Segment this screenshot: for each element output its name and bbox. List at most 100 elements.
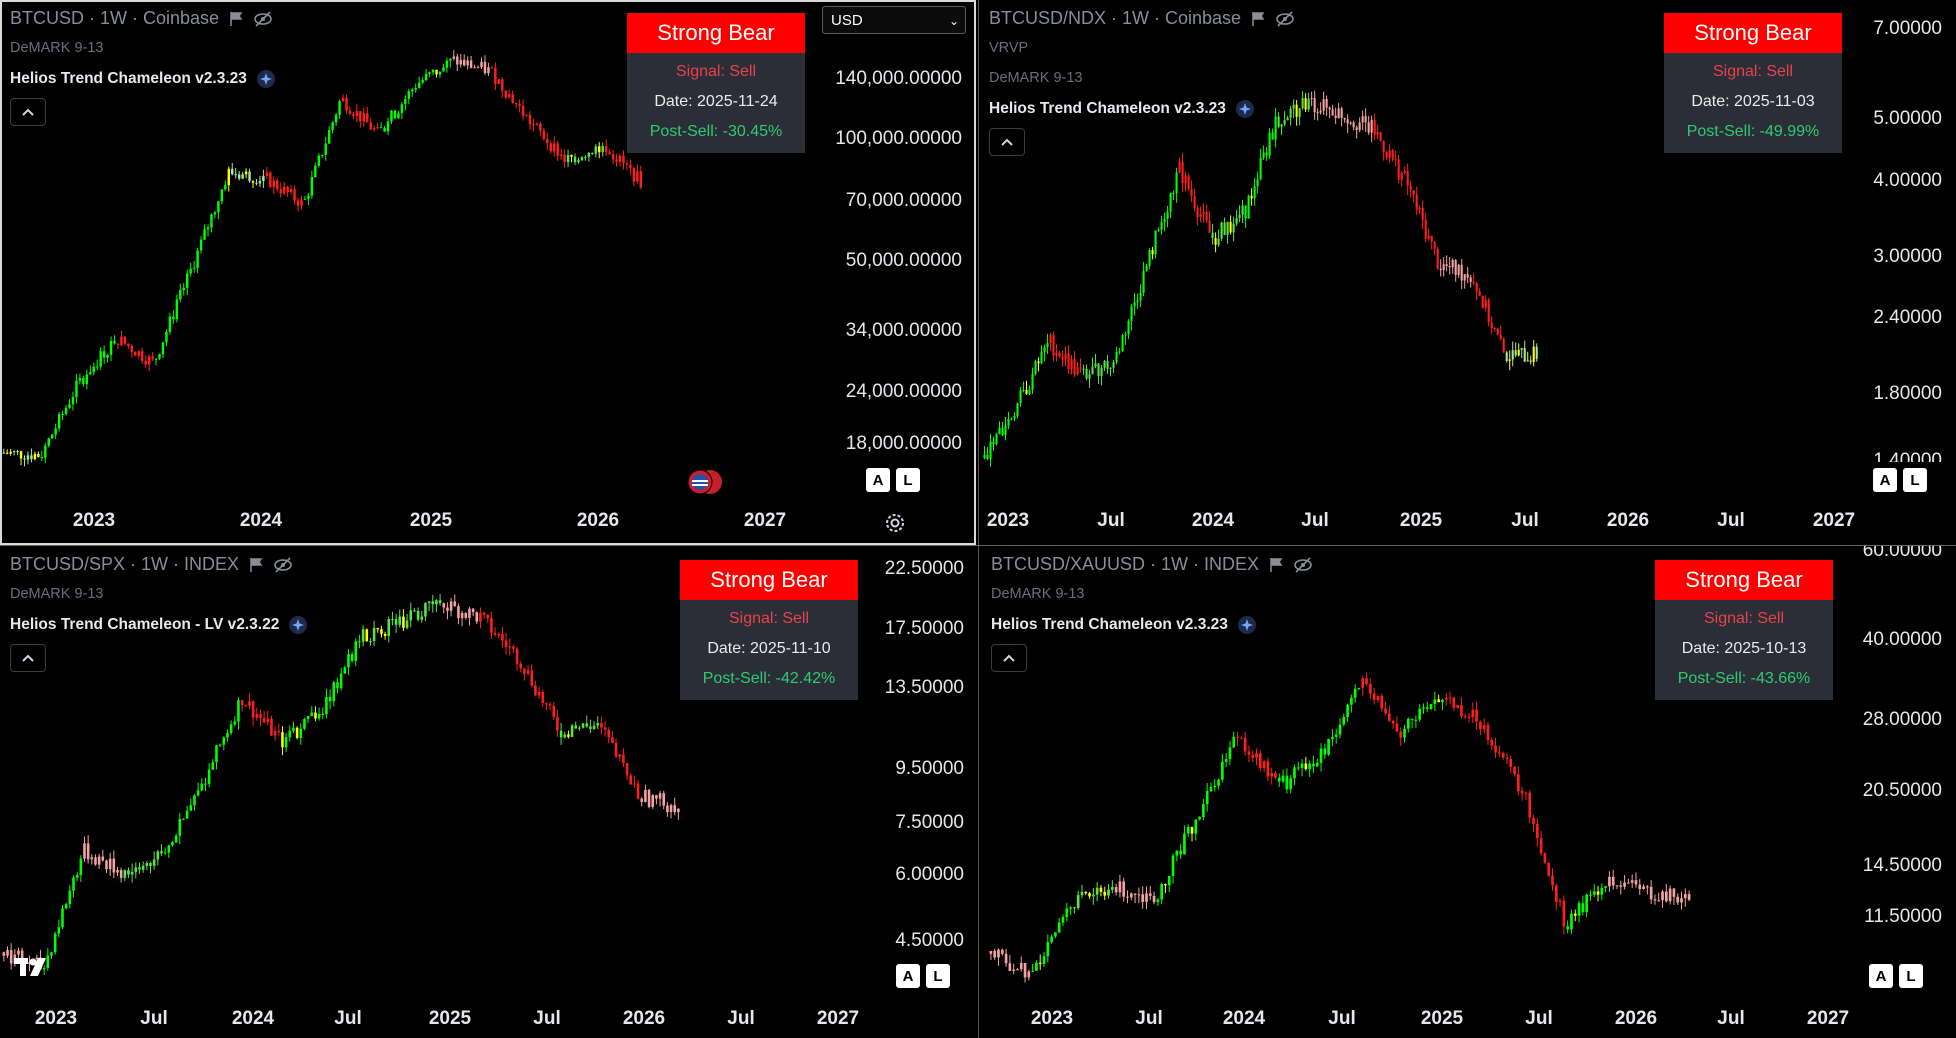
- log-scale-button[interactable]: L: [926, 964, 950, 988]
- candle-body: [1208, 220, 1211, 233]
- candle: [493, 627, 497, 637]
- candle: [1112, 359, 1115, 374]
- indicator-demark[interactable]: DeMARK 9-13: [10, 586, 113, 602]
- log-scale-button[interactable]: L: [896, 468, 920, 492]
- indicator-helios[interactable]: Helios Trend Chameleon v2.3.23: [10, 70, 275, 88]
- candle: [603, 720, 607, 737]
- candle-body: [1224, 759, 1228, 762]
- candle-body: [986, 454, 989, 459]
- candle: [310, 170, 314, 199]
- candle: [541, 689, 545, 707]
- chart-pane-btcusd-ndx[interactable]: BTCUSD/NDX · 1W · Coinbase VRVP DeMARK 9…: [979, 0, 1956, 545]
- candle-body: [61, 413, 64, 415]
- candle: [144, 355, 147, 368]
- indicator-label: DeMARK 9-13: [10, 40, 104, 56]
- candle: [511, 90, 514, 104]
- candle-body: [369, 122, 372, 130]
- eye-hidden-icon[interactable]: [1293, 556, 1313, 573]
- indicator-demark[interactable]: DeMARK 9-13: [10, 40, 113, 56]
- indicator-helios[interactable]: Helios Trend Chameleon - LV v2.3.22: [10, 616, 308, 634]
- indicator-helios[interactable]: Helios Trend Chameleon v2.3.23: [991, 616, 1256, 634]
- settings-icon[interactable]: [884, 512, 906, 534]
- candle-body: [1535, 346, 1538, 359]
- candle: [1490, 737, 1494, 751]
- candle: [397, 110, 400, 119]
- candle-body: [1331, 109, 1334, 116]
- candle: [504, 90, 507, 100]
- candle-body: [508, 646, 512, 648]
- y-tick: 7.00000: [1873, 18, 1942, 39]
- candle: [390, 110, 393, 125]
- auto-scale-button[interactable]: A: [896, 964, 920, 988]
- auto-scale-button[interactable]: A: [866, 468, 890, 492]
- pane-divider-vertical[interactable]: [978, 0, 979, 1038]
- candle: [92, 362, 95, 376]
- candle-body: [1013, 416, 1016, 419]
- sparkle-icon[interactable]: [1237, 616, 1256, 634]
- indicator-demark[interactable]: DeMARK 9-13: [989, 70, 1092, 86]
- candle: [99, 347, 102, 370]
- flag-icon[interactable]: [249, 557, 263, 573]
- chart-pane-btcusd[interactable]: BTCUSD · 1W · Coinbase DeMARK 9-13 Helio…: [0, 0, 976, 545]
- candle: [26, 451, 30, 465]
- indicator-vrvp[interactable]: VRVP: [989, 40, 1038, 56]
- candle: [1055, 344, 1058, 362]
- candle: [1409, 180, 1412, 198]
- candle: [1406, 717, 1410, 733]
- eye-hidden-icon[interactable]: [273, 556, 293, 573]
- candle-body: [1258, 753, 1262, 768]
- eye-hidden-icon[interactable]: [253, 10, 273, 27]
- auto-scale-button[interactable]: A: [1869, 964, 1893, 988]
- candle-body: [352, 113, 355, 117]
- collapse-indicators-button[interactable]: [10, 644, 46, 672]
- candle: [1421, 200, 1424, 230]
- candle: [296, 197, 300, 212]
- candle-body: [1511, 350, 1514, 360]
- price-chart-btcusd-ndx[interactable]: [979, 0, 1956, 545]
- flag-events-icon[interactable]: [684, 468, 726, 496]
- symbol-title[interactable]: BTCUSD/SPX · 1W · INDEX: [10, 554, 293, 575]
- candle-body: [1186, 826, 1190, 834]
- candle: [1175, 167, 1178, 203]
- collapse-indicators-button[interactable]: [989, 128, 1025, 156]
- candle-body: [1445, 264, 1448, 266]
- candle-body: [1308, 763, 1311, 770]
- sparkle-icon[interactable]: [1235, 100, 1254, 118]
- candle: [321, 707, 325, 720]
- eye-hidden-icon[interactable]: [1275, 10, 1295, 27]
- symbol-title[interactable]: BTCUSD · 1W · Coinbase: [10, 8, 273, 29]
- chart-pane-btcusd-xauusd[interactable]: BTCUSD/XAUUSD · 1W · INDEX DeMARK 9-13 H…: [979, 546, 1956, 1038]
- price-chart-btcusd-spx[interactable]: [0, 546, 978, 1038]
- price-chart-btcusd[interactable]: [0, 0, 976, 545]
- x-tick: 2026: [576, 510, 620, 531]
- candle: [607, 727, 611, 744]
- indicator-helios[interactable]: Helios Trend Chameleon v2.3.23: [989, 100, 1254, 118]
- candle-body: [1016, 969, 1019, 971]
- candle: [259, 709, 262, 727]
- flag-icon[interactable]: [1251, 11, 1265, 27]
- log-scale-button[interactable]: L: [1899, 964, 1923, 988]
- collapse-indicators-button[interactable]: [10, 98, 46, 126]
- log-scale-button[interactable]: L: [1903, 468, 1927, 492]
- symbol-title[interactable]: BTCUSD/NDX · 1W · Coinbase: [989, 8, 1295, 29]
- candle: [1418, 205, 1421, 214]
- sparkle-icon[interactable]: [256, 70, 275, 88]
- pane-divider-horizontal[interactable]: [0, 545, 1956, 546]
- flag-icon[interactable]: [229, 11, 243, 27]
- sparkle-icon[interactable]: [289, 616, 308, 634]
- currency-select[interactable]: USD ⌄: [822, 6, 966, 34]
- y-tick: 6.00000: [895, 864, 964, 885]
- candle-body: [1395, 723, 1399, 732]
- indicator-demark[interactable]: DeMARK 9-13: [991, 586, 1094, 602]
- candle: [618, 754, 622, 761]
- auto-scale-button[interactable]: A: [1873, 468, 1897, 492]
- chart-pane-btcusd-spx[interactable]: BTCUSD/SPX · 1W · INDEX DeMARK 9-13 Heli…: [0, 546, 978, 1038]
- candle-body: [397, 113, 400, 119]
- price-chart-btcusd-xauusd[interactable]: [979, 546, 1956, 1038]
- symbol-title[interactable]: BTCUSD/XAUUSD · 1W · INDEX: [991, 554, 1313, 575]
- candle: [156, 850, 160, 866]
- collapse-indicators-button[interactable]: [991, 644, 1027, 672]
- flag-icon[interactable]: [1269, 557, 1283, 573]
- candle-body: [1350, 697, 1353, 705]
- candle: [269, 171, 272, 189]
